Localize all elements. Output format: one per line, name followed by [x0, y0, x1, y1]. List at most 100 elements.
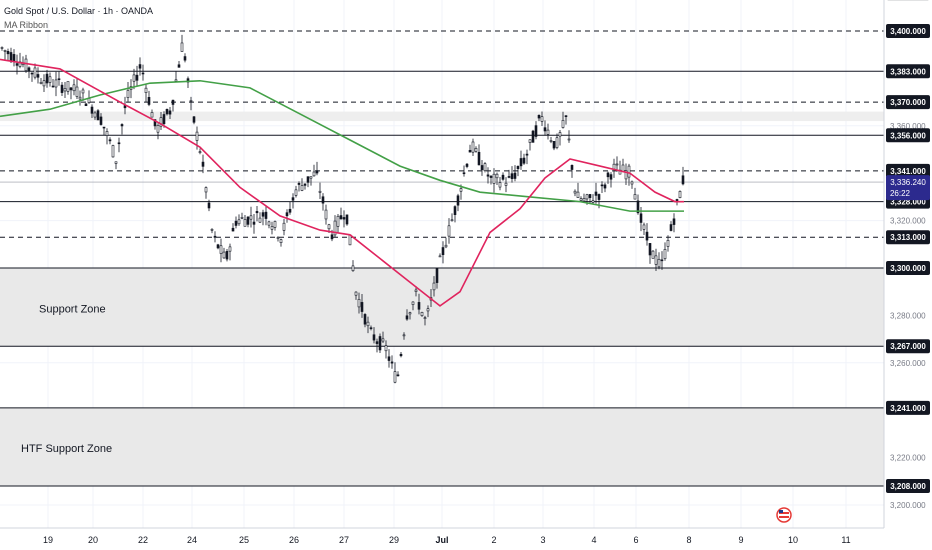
resistance-band [0, 111, 884, 122]
level-price-tag[interactable] [886, 163, 930, 178]
candle-body [45, 73, 49, 84]
level-price-tag[interactable] [886, 230, 930, 245]
candle-body [105, 131, 109, 136]
candle-body [294, 189, 298, 196]
candle-body [276, 237, 280, 239]
candle-body [606, 172, 610, 178]
x-tick-label: 24 [187, 535, 197, 545]
candle-body [240, 217, 244, 219]
candle-body [237, 219, 241, 225]
candle-body [453, 206, 457, 215]
candle-body [444, 244, 448, 248]
candle-body [81, 89, 85, 94]
ma-slow-line [0, 79, 684, 212]
candle-body [558, 132, 562, 137]
candle-body [246, 216, 250, 225]
level-price-tag[interactable] [886, 64, 930, 79]
candle-body [402, 334, 406, 337]
x-tick-label: 19 [43, 535, 53, 545]
candle-body [519, 158, 523, 167]
candle-body [366, 321, 370, 327]
candle-body [255, 211, 259, 214]
candle-body [339, 215, 343, 220]
candle-body [216, 244, 220, 249]
candle-body [360, 302, 364, 312]
candle-body [279, 239, 283, 243]
candle-body [675, 199, 679, 202]
candle-body [489, 175, 493, 178]
candle-body [474, 148, 478, 152]
candle-body [411, 301, 415, 305]
candle-body [108, 139, 112, 142]
y-tick-label: 3,360.000 [890, 122, 926, 131]
level-price-tag[interactable] [886, 24, 930, 38]
candle-body [462, 172, 466, 175]
candle-body [312, 171, 316, 177]
candle-body [531, 130, 535, 143]
candle-body [165, 108, 169, 115]
level-price-tag[interactable] [886, 95, 930, 110]
candle-body [9, 52, 13, 62]
candle-body [183, 56, 187, 61]
candle-body [657, 258, 661, 268]
x-tick-label: 4 [591, 535, 596, 545]
candle-body [192, 116, 196, 123]
candle-body [204, 187, 208, 193]
candle-body [672, 218, 676, 225]
candle-body [51, 85, 55, 88]
x-tick-label: 25 [239, 535, 249, 545]
level-price-label: 3,313.000 [890, 233, 926, 242]
symbol-title: Gold Spot / U.S. Dollar · 1h · OANDA [4, 6, 154, 16]
candle-body [486, 174, 490, 177]
candle-body [399, 353, 403, 357]
candle-body [144, 87, 148, 93]
candle-body [99, 116, 103, 125]
candle-body [84, 103, 88, 107]
candle-body [213, 235, 217, 238]
candle-body [90, 106, 94, 114]
candle-body [126, 90, 130, 98]
candle-body [630, 181, 634, 185]
flag-canton-icon [779, 510, 783, 513]
candle-body [102, 126, 106, 129]
candle-body [564, 115, 568, 117]
candle-body [174, 79, 178, 82]
candle-body [63, 88, 67, 92]
candle-body [159, 117, 163, 127]
candle-body [483, 163, 487, 171]
level-price-tag[interactable] [886, 479, 930, 494]
candle-body [243, 219, 247, 227]
candle-body [168, 110, 172, 115]
candle-body [285, 212, 289, 217]
candle-body [48, 76, 52, 83]
level-price-tag[interactable] [886, 128, 930, 143]
level-price-tag[interactable] [886, 261, 930, 275]
candle-body [612, 163, 616, 170]
candle-body [249, 215, 253, 220]
candle-body [297, 183, 301, 185]
time-axis-panel[interactable] [0, 528, 932, 550]
candle-body [381, 338, 385, 342]
candle-body [135, 74, 139, 81]
indicator-label[interactable]: MA Ribbon [4, 20, 49, 30]
candle-body [156, 125, 160, 133]
candle-body [651, 250, 655, 259]
y-tick-label: 3,260.000 [890, 359, 926, 368]
candle-body [306, 176, 310, 183]
flag-stripe-icon [779, 516, 789, 518]
current-price-tag[interactable] [886, 175, 930, 201]
level-price-label: 3,241.000 [890, 404, 926, 413]
level-price-tag[interactable] [886, 400, 930, 415]
candle-body [420, 312, 424, 316]
level-price-tag[interactable] [886, 339, 930, 354]
candle-body [633, 194, 637, 200]
candle-body [678, 191, 682, 198]
x-tick-label: 3 [540, 535, 545, 545]
candle-body [504, 182, 508, 186]
candle-body [372, 334, 376, 341]
candle-body [351, 265, 355, 272]
candle-body [660, 259, 664, 262]
candle-body [588, 194, 592, 198]
